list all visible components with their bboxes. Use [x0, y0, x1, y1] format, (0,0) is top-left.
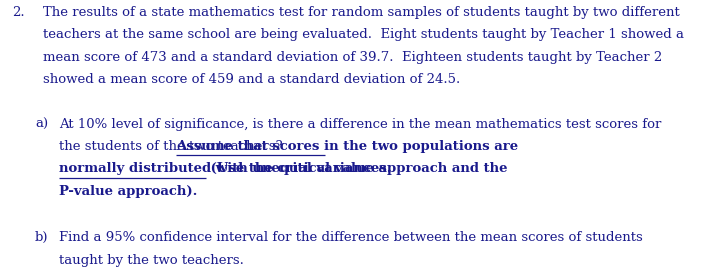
Text: Assume that scores in the two populations are: Assume that scores in the two population…	[176, 140, 518, 153]
Text: 2.: 2.	[12, 6, 24, 19]
Text: the students of the two teachers?: the students of the two teachers?	[59, 140, 292, 153]
Text: P-value approach).: P-value approach).	[59, 185, 198, 198]
Text: At 10% level of significance, is there a difference in the mean mathematics test: At 10% level of significance, is there a…	[59, 118, 662, 131]
Text: taught by the two teachers.: taught by the two teachers.	[59, 254, 244, 267]
Text: teachers at the same school are being evaluated.  Eight students taught by Teach: teachers at the same school are being ev…	[43, 28, 684, 41]
Text: mean score of 473 and a standard deviation of 39.7.  Eighteen students taught by: mean score of 473 and a standard deviati…	[43, 51, 662, 64]
Text: a): a)	[35, 118, 48, 131]
Text: Find a 95% confidence interval for the difference between the mean scores of stu: Find a 95% confidence interval for the d…	[59, 232, 643, 245]
Text: The results of a state mathematics test for random samples of students taught by: The results of a state mathematics test …	[43, 6, 680, 19]
Text: b): b)	[35, 232, 48, 245]
Text: (Use the critical value approach and the: (Use the critical value approach and the	[205, 162, 507, 175]
Text: showed a mean score of 459 and a standard deviation of 24.5.: showed a mean score of 459 and a standar…	[43, 73, 460, 86]
Text: normally distributed with unequal variances.: normally distributed with unequal varian…	[59, 162, 392, 175]
